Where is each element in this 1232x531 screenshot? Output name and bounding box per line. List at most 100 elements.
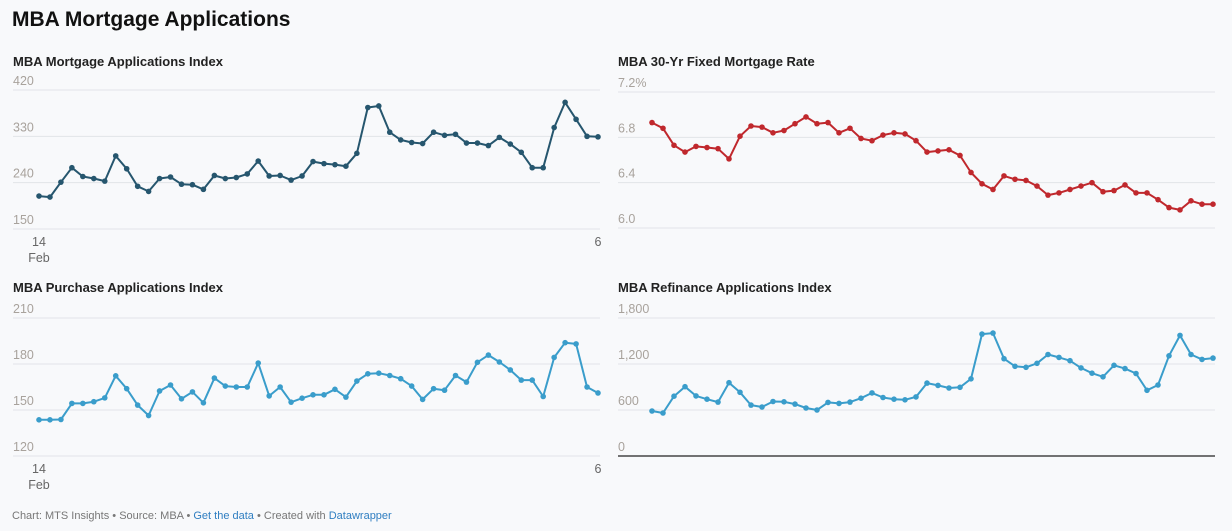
data-point bbox=[288, 177, 294, 183]
data-point bbox=[408, 139, 415, 146]
data-point bbox=[803, 405, 809, 411]
data-point bbox=[1199, 356, 1205, 363]
data-point bbox=[200, 399, 207, 406]
data-point bbox=[419, 396, 426, 403]
data-point bbox=[145, 188, 152, 195]
data-point bbox=[1155, 382, 1161, 388]
data-point bbox=[474, 359, 481, 366]
data-point bbox=[134, 402, 141, 408]
data-point bbox=[419, 140, 426, 147]
data-point bbox=[1111, 362, 1117, 369]
data-point bbox=[36, 417, 42, 423]
data-point bbox=[660, 125, 666, 132]
data-point bbox=[288, 399, 294, 405]
data-point bbox=[343, 163, 349, 169]
chart-title-rate: MBA 30-Yr Fixed Mortgage Rate bbox=[618, 54, 815, 69]
data-point bbox=[277, 384, 283, 390]
data-point bbox=[310, 392, 316, 398]
y-tick-label: 1,800 bbox=[618, 302, 649, 316]
datawrapper-link[interactable]: Datawrapper bbox=[328, 510, 392, 522]
footer-sep: • bbox=[186, 510, 191, 522]
data-point bbox=[266, 173, 272, 179]
data-point bbox=[365, 104, 371, 111]
footer-chart-by: Chart: MTS Insights bbox=[12, 510, 110, 522]
data-point bbox=[178, 396, 185, 402]
data-point bbox=[1144, 387, 1150, 394]
data-point bbox=[354, 378, 360, 384]
data-point bbox=[1199, 201, 1205, 207]
data-point bbox=[47, 194, 53, 200]
get-the-data-link[interactable]: Get the data bbox=[193, 510, 254, 522]
data-point bbox=[682, 383, 688, 390]
data-point bbox=[1012, 363, 1018, 370]
data-point bbox=[1023, 364, 1029, 371]
data-point bbox=[189, 181, 196, 188]
data-point bbox=[715, 399, 721, 405]
data-point bbox=[244, 171, 251, 177]
data-point bbox=[1133, 370, 1139, 377]
x-tick-label: 14 bbox=[32, 462, 46, 476]
y-tick-label: 7.2% bbox=[618, 76, 647, 90]
data-point bbox=[222, 175, 229, 182]
data-point bbox=[1056, 190, 1062, 196]
data-point bbox=[1122, 365, 1128, 372]
data-point bbox=[233, 384, 240, 390]
data-point bbox=[693, 393, 699, 399]
data-point bbox=[770, 398, 776, 405]
data-point bbox=[726, 156, 732, 162]
y-tick-label: 6.8 bbox=[618, 121, 635, 135]
y-tick-label: 600 bbox=[618, 394, 639, 408]
data-point bbox=[101, 178, 108, 184]
data-point bbox=[365, 371, 371, 377]
data-point bbox=[1122, 182, 1128, 188]
data-point bbox=[1067, 357, 1073, 364]
footer-created-with: Created with bbox=[263, 510, 326, 522]
y-tick-label: 420 bbox=[13, 74, 34, 88]
data-point bbox=[496, 359, 503, 365]
data-point bbox=[1155, 196, 1161, 203]
data-point bbox=[452, 372, 459, 379]
data-point bbox=[375, 370, 382, 377]
data-point bbox=[759, 124, 765, 130]
data-point bbox=[441, 132, 448, 139]
data-point bbox=[441, 387, 448, 394]
data-point bbox=[693, 143, 699, 150]
data-point bbox=[1188, 198, 1194, 204]
data-point bbox=[1166, 204, 1172, 211]
data-point bbox=[902, 131, 908, 137]
data-point bbox=[200, 186, 207, 193]
data-point bbox=[80, 400, 86, 407]
data-point bbox=[814, 407, 820, 413]
chart-title-applications: MBA Mortgage Applications Index bbox=[13, 54, 223, 69]
data-point bbox=[913, 137, 919, 144]
data-point bbox=[737, 133, 743, 139]
footer-sep: • bbox=[256, 510, 261, 522]
data-point bbox=[649, 408, 655, 414]
data-point bbox=[924, 149, 930, 155]
data-point bbox=[518, 377, 525, 383]
data-point bbox=[1089, 370, 1095, 377]
data-point bbox=[1067, 186, 1073, 193]
data-point bbox=[792, 120, 798, 127]
data-point bbox=[266, 393, 272, 399]
data-point bbox=[1100, 374, 1106, 380]
data-point bbox=[660, 410, 666, 416]
data-point bbox=[1210, 201, 1216, 207]
data-point bbox=[156, 175, 163, 182]
data-point bbox=[1210, 355, 1216, 361]
y-tick-label: 180 bbox=[13, 348, 34, 362]
y-tick-label: 6.4 bbox=[618, 167, 635, 181]
data-point bbox=[1177, 207, 1183, 213]
data-point bbox=[354, 150, 360, 157]
data-point bbox=[540, 393, 546, 400]
data-point bbox=[1111, 187, 1117, 194]
data-point bbox=[255, 360, 262, 366]
data-point bbox=[562, 339, 568, 346]
y-tick-label: 1,200 bbox=[618, 348, 649, 362]
data-point bbox=[1078, 365, 1084, 371]
data-point bbox=[990, 186, 996, 193]
data-point bbox=[891, 130, 897, 136]
data-point bbox=[748, 123, 754, 129]
data-point bbox=[134, 183, 141, 190]
